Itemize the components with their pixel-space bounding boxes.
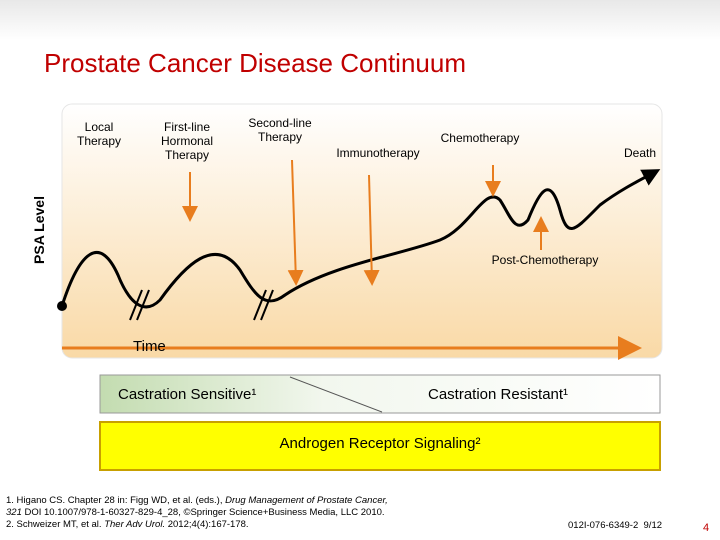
phase-label: Castration Sensitive¹	[118, 386, 257, 403]
stage-label: Chemotherapy	[440, 131, 520, 145]
reference-text: DOI 10.1007/978-1-60327-829-4_28, ©Sprin…	[21, 507, 385, 518]
signaling-bar	[99, 421, 661, 471]
page-number: 4	[703, 522, 710, 534]
references: 1. Higano CS. Chapter 28 in: Figg WD, et…	[6, 495, 388, 531]
stage-label: First-line Hormonal Therapy	[160, 120, 214, 162]
phase-label: Castration Resistant¹	[428, 386, 569, 403]
reference-line: 321 DOI 10.1007/978-1-60327-829-4_28, ©S…	[6, 507, 388, 519]
reference-text: 2. Schweizer MT, et al.	[6, 519, 105, 530]
signaling-label: Androgen Receptor Signaling²	[279, 435, 481, 452]
title: Prostate Cancer Disease Continuum	[44, 48, 466, 78]
footer-code: 012I-076-6349-2 9/12	[568, 520, 663, 531]
header-band	[0, 0, 720, 40]
therapy-arrows	[62, 159, 642, 360]
stage-label: Death	[623, 146, 657, 160]
y-axis-label: PSA Level	[31, 196, 47, 264]
x-axis-label: Time	[133, 338, 166, 355]
reference-text: 1. Higano CS. Chapter 28 in: Figg WD, et…	[6, 495, 226, 506]
reference-text: 321	[6, 507, 22, 518]
psa-curve	[60, 169, 661, 309]
reference-text: 2012;4(4):167-178.	[165, 519, 249, 530]
stage-label: Local Therapy	[76, 120, 122, 148]
chart-panel	[61, 103, 663, 359]
reference-text: Drug Management of Prostate Cancer,	[225, 495, 388, 506]
reference-text: Ther Adv Urol.	[104, 519, 166, 530]
stage-label: Immunotherapy	[336, 146, 420, 160]
start-point	[57, 301, 67, 311]
reference-line: 1. Higano CS. Chapter 28 in: Figg WD, et…	[6, 495, 388, 507]
time-breaks	[129, 289, 274, 321]
reference-line: 2. Schweizer MT, et al. Ther Adv Urol. 2…	[6, 519, 388, 531]
stage-label: Post-Chemotherapy	[491, 253, 599, 267]
stage-label: Second-line Therapy	[248, 116, 312, 144]
castration-bar	[99, 374, 661, 414]
phase-divider	[289, 376, 383, 413]
